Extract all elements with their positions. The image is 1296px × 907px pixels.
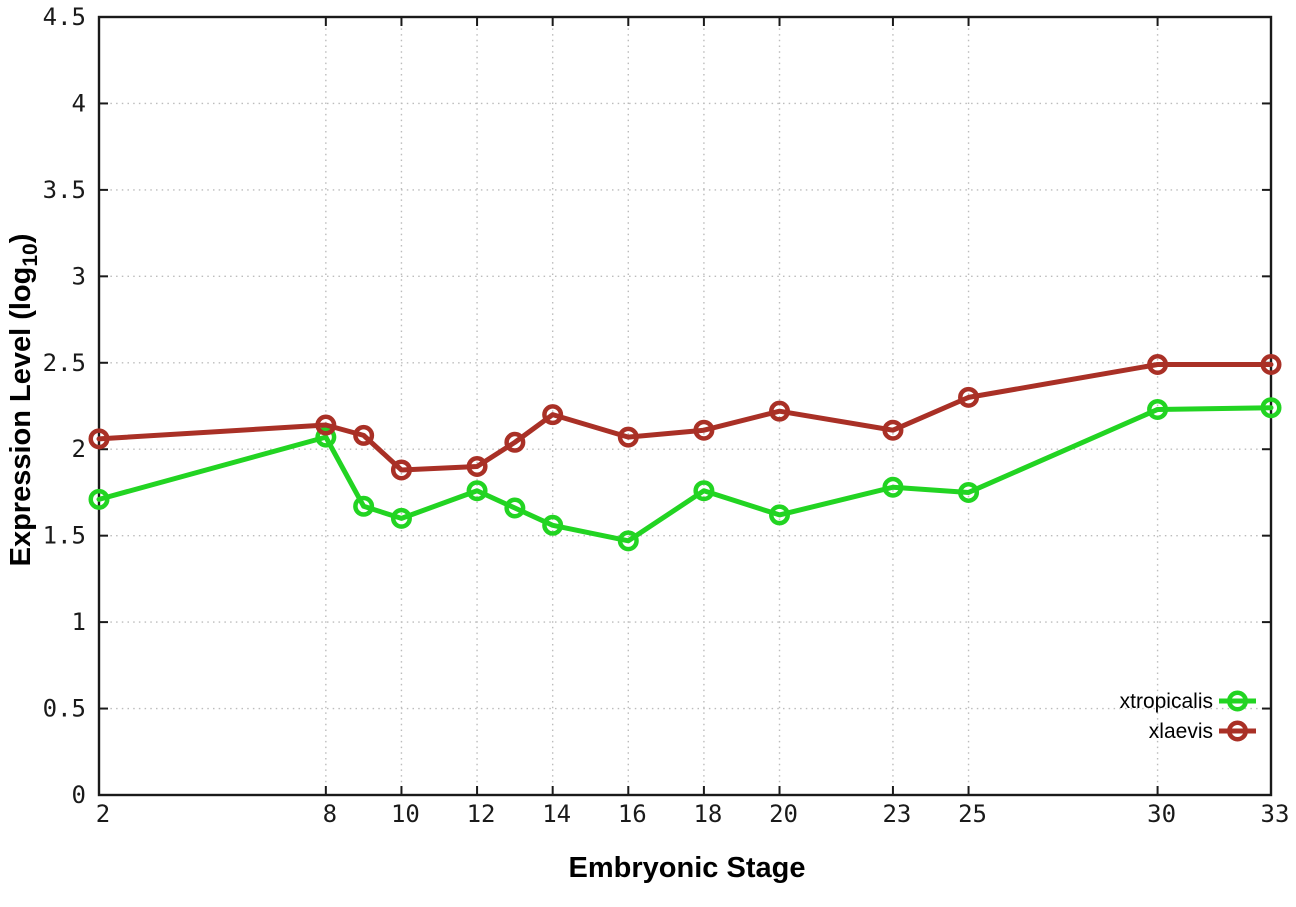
x-tick-label: 14 [542,800,571,828]
grid-lines [99,17,1271,795]
legend-label-xlaevis: xlaevis [1149,720,1213,743]
series-xtropicalis-point [617,530,639,552]
y-tick-label: 0.5 [43,695,86,723]
y-tick-label: 1.5 [43,522,86,550]
x-tick-label: 8 [323,800,337,828]
y-axis-title-main: Expression Level (log [5,267,37,567]
x-tick-label: 10 [391,800,420,828]
legend: xtropicalis xlaevis [1120,690,1256,743]
tick-labels: 0 0.5 1 1.5 2 2.5 3 3.5 4 4.5 2 8 10 12 14 16 18 20 23 25 30… [43,3,1290,828]
series-xlaevis-point [88,428,110,450]
series-xtropicalis-point [1147,398,1169,420]
y-tick-label: 2 [72,435,86,463]
series-xtropicalis-point [958,481,980,503]
legend-label-xtropicalis: xtropicalis [1120,690,1213,713]
series-xtropicalis-point [693,480,715,502]
series-xlaevis-point [769,400,791,422]
series-xlaevis-point [617,426,639,448]
x-tick-label: 25 [958,800,987,828]
x-tick-label: 33 [1261,800,1290,828]
y-tick-label: 2.5 [43,349,86,377]
legend-sample-marker-xlaevis [1227,720,1248,742]
series-xlaevis-point [693,419,715,441]
series-xlaevis-point [504,431,526,453]
y-tick-label: 0 [72,781,86,809]
x-tick-label: 2 [96,800,110,828]
x-tick-label: 12 [467,800,496,828]
plot-border [97,15,1273,797]
x-tick-label: 16 [618,800,647,828]
axis-ticks [98,16,1272,796]
series-xlaevis-point [353,424,375,446]
series-xtropicalis-point [88,488,110,510]
series-xtropicalis-point [882,476,904,498]
series-xlaevis-point [882,419,904,441]
series-xtropicalis-point [504,497,526,519]
x-tick-label: 20 [769,800,798,828]
series-xlaevis-point [1147,354,1169,376]
y-axis-title-subscript: 10 [19,243,42,266]
y-tick-label: 3.5 [43,176,86,204]
y-tick-label: 4.5 [43,3,86,31]
x-tick-label: 18 [693,800,722,828]
x-axis-title: Embryonic Stage [569,852,806,884]
series-xlaevis-point [1260,354,1282,376]
y-tick-label: 4 [72,89,86,117]
y-axis-title: Expression Level (log10) [5,234,42,567]
data-series [88,354,1282,552]
y-tick-label: 3 [72,262,86,290]
x-tick-label: 23 [882,800,911,828]
series-xlaevis-point [390,459,412,481]
series-xlaevis-point [466,456,488,478]
series-xlaevis-point [958,386,980,408]
series-xtropicalis-point [1260,397,1282,419]
series-xlaevis-line [96,362,1274,473]
y-tick-label: 1 [72,608,86,636]
series-xtropicalis-point [769,504,791,526]
series-xtropicalis-point [542,514,564,536]
series-xtropicalis-point [353,495,375,517]
series-xlaevis-point [315,414,337,436]
series-xtropicalis-point [466,480,488,502]
x-tick-label: 30 [1147,800,1176,828]
series-xtropicalis-point [390,507,412,529]
series-xlaevis-point [542,404,564,426]
legend-sample-marker-xtropicalis [1227,690,1248,712]
series-xtropicalis-point [315,426,337,448]
y-axis-title-close: ) [5,234,37,244]
